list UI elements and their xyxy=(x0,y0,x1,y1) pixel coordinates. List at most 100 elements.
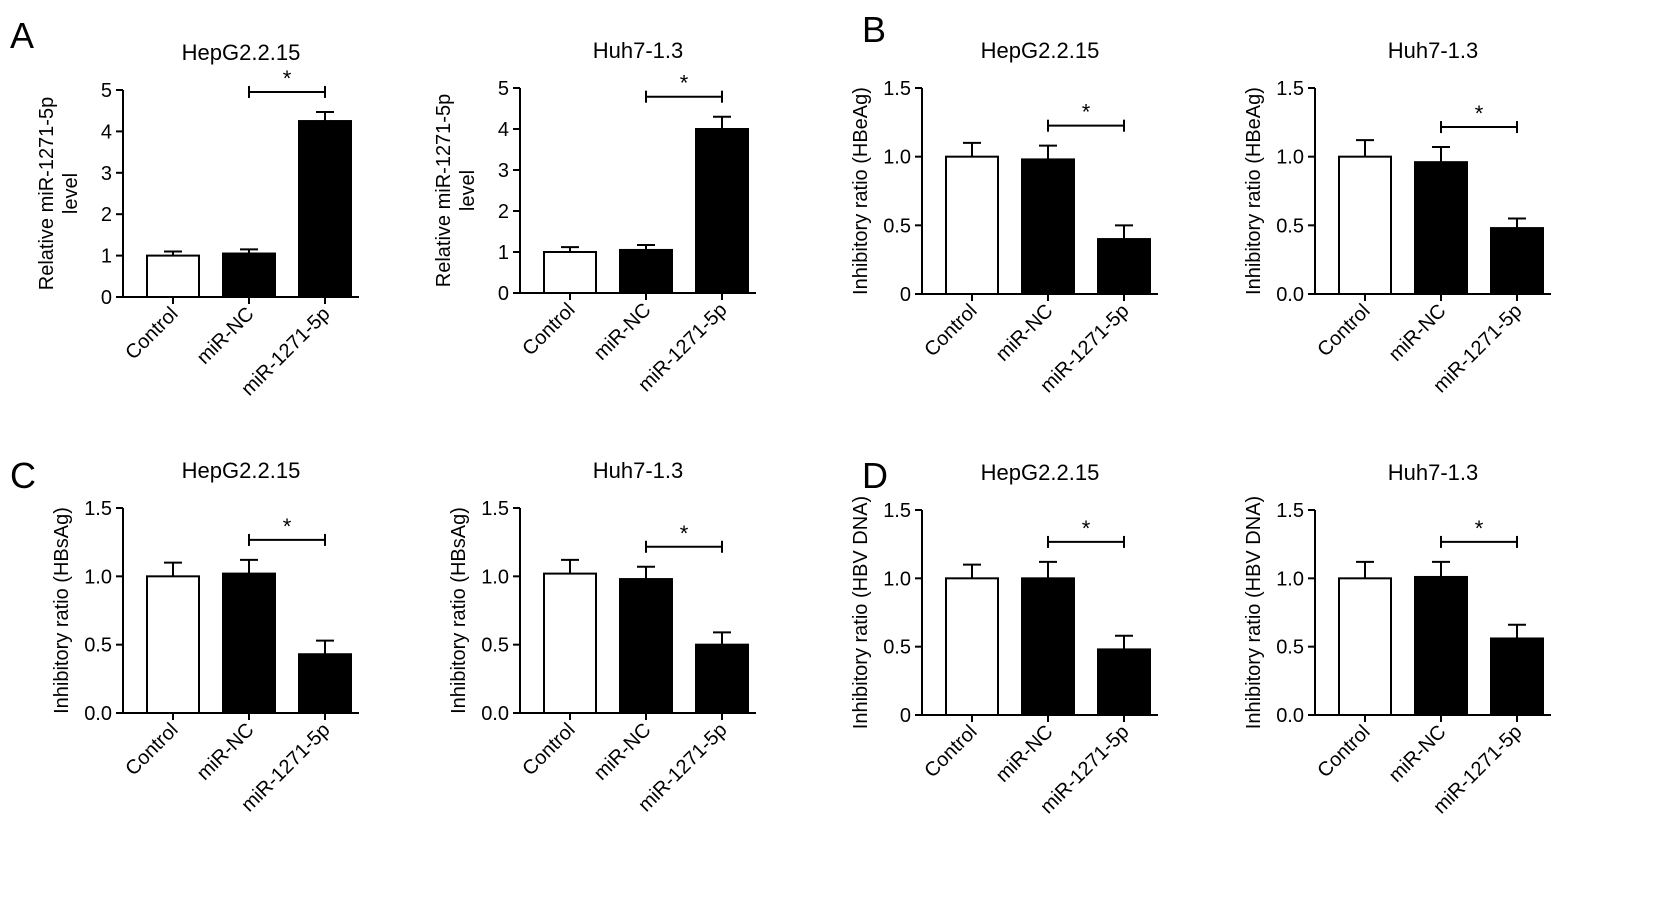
y-axis-label-line: Inhibitory ratio (HBV DNA) xyxy=(850,496,872,729)
bar-mir-nc xyxy=(1021,577,1075,716)
significance-star: * xyxy=(680,71,689,96)
chart-8: Huh7-1.3 0.0 0.5 1.0 1.5 Inhibitory ratio (HB… xyxy=(1243,460,1551,818)
bar-control xyxy=(146,575,200,714)
x-category-label: Control xyxy=(920,300,981,361)
y-tick-label: 1.0 xyxy=(883,147,911,169)
y-axis-label-line: Relative miR-1271-5p xyxy=(36,97,58,290)
chart-title: Huh7-1.3 xyxy=(593,458,684,483)
y-axis-label: Relative miR-1271-5p level xyxy=(433,94,479,287)
y-tick-label: 0 xyxy=(101,287,112,309)
chart-4: Huh7-1.3 0.0 0.5 1.0 1.5 Inhibitory ratio (HB… xyxy=(1243,38,1551,397)
bar-mir-nc xyxy=(1021,158,1075,295)
y-tick-label: 1.5 xyxy=(1276,78,1304,100)
y-axis-label-line: Relative miR-1271-5p xyxy=(433,94,455,287)
x-category-label: Control xyxy=(518,719,579,780)
bar-mir-1271-5p xyxy=(298,120,352,298)
y-tick-label: 0.0 xyxy=(84,703,112,725)
panel-letter-c: C xyxy=(10,455,36,496)
significance-star: * xyxy=(283,66,292,91)
bar-mir-nc xyxy=(1414,575,1468,717)
y-tick-label: 1.0 xyxy=(1276,147,1304,169)
significance-star: * xyxy=(1475,516,1484,541)
y-tick-label: 5 xyxy=(498,78,509,100)
y-tick-label: 5 xyxy=(101,80,112,102)
bar-control xyxy=(945,155,999,295)
bar-mir-1271-5p xyxy=(298,653,352,715)
bar-mir-nc xyxy=(222,572,276,714)
chart-1: HepG2.2.15 0 1 2 3 4 5 Relative miR-1271-5p leve… xyxy=(36,40,359,400)
y-tick-label: 0.0 xyxy=(1276,284,1304,306)
chart-title: HepG2.2.15 xyxy=(182,458,301,483)
y-tick-label: 0.5 xyxy=(481,635,509,657)
x-category-label: Control xyxy=(518,299,579,360)
bar-mir-nc xyxy=(619,248,673,294)
y-tick-label: 0.5 xyxy=(883,215,911,237)
bar-mir-nc xyxy=(619,578,673,714)
x-category-label: miR-NC xyxy=(1385,300,1451,366)
y-tick-label: 1 xyxy=(101,246,112,268)
bar-mir-1271-5p xyxy=(1097,648,1151,717)
y-tick-label: 1.0 xyxy=(1276,568,1304,590)
y-tick-label: 0.0 xyxy=(481,703,509,725)
y-tick-label: 1.0 xyxy=(883,568,911,590)
significance-star: * xyxy=(1082,100,1091,125)
significance-star: * xyxy=(1475,101,1484,126)
bar-control xyxy=(146,254,200,299)
x-category-label: miR-NC xyxy=(193,719,259,785)
y-tick-label: 2 xyxy=(498,201,509,223)
y-axis-label: Relative miR-1271-5p level xyxy=(36,97,82,290)
y-tick-label: 1.5 xyxy=(84,498,112,520)
y-tick-label: 4 xyxy=(498,119,509,141)
y-axis-label-line: level xyxy=(457,170,479,211)
significance-star: * xyxy=(1082,516,1091,541)
x-category-label: Control xyxy=(121,303,182,364)
y-axis-label: Inhibitory ratio (HBsAg) xyxy=(448,507,470,714)
chart-5: HepG2.2.15 0.0 0.5 1.0 1.5 Inhibitory ratio (… xyxy=(51,458,359,816)
y-tick-label: 1.0 xyxy=(481,566,509,588)
x-category-label: miR-NC xyxy=(590,299,656,365)
y-tick-label: 0 xyxy=(900,284,911,306)
chart-7: HepG2.2.15 0 0.5 1.0 1.5 Inhibitory ratio (HB… xyxy=(850,460,1158,818)
bar-control xyxy=(543,572,597,714)
y-axis-label-line: Inhibitory ratio (HBeAg) xyxy=(850,87,872,295)
y-tick-label: 1.0 xyxy=(84,566,112,588)
x-category-label: miR-NC xyxy=(193,303,259,369)
bar-control xyxy=(1338,155,1392,295)
y-tick-label: 1.5 xyxy=(481,498,509,520)
y-tick-label: 0.5 xyxy=(883,637,911,659)
panel-letter-a: A xyxy=(10,15,34,56)
bar-control xyxy=(1338,577,1392,716)
y-axis-label-line: Inhibitory ratio (HBeAg) xyxy=(1243,87,1265,295)
y-tick-label: 1.5 xyxy=(883,78,911,100)
y-axis-label: Inhibitory ratio (HBeAg) xyxy=(1243,87,1265,295)
x-category-label: Control xyxy=(121,719,182,780)
chart-6: Huh7-1.3 0.0 0.5 1.0 1.5 Inhibitory ratio (HB… xyxy=(448,458,756,816)
panel-letter-b: B xyxy=(862,9,886,50)
y-tick-label: 4 xyxy=(101,121,112,143)
y-axis-label-line: Inhibitory ratio (HBsAg) xyxy=(448,507,470,714)
y-tick-label: 1.5 xyxy=(883,500,911,522)
bar-control xyxy=(543,251,597,294)
bar-mir-nc xyxy=(1414,161,1468,295)
y-tick-label: 0.5 xyxy=(1276,215,1304,237)
significance-star: * xyxy=(283,514,292,539)
y-axis-label-line: level xyxy=(60,173,82,214)
y-tick-label: 3 xyxy=(101,163,112,185)
y-axis-label: Inhibitory ratio (HBV DNA) xyxy=(850,496,872,729)
chart-3: HepG2.2.15 0 0.5 1.0 1.5 Inhibitory ratio (HB… xyxy=(850,38,1158,397)
y-tick-label: 0.0 xyxy=(1276,705,1304,727)
y-tick-label: 3 xyxy=(498,160,509,182)
bar-mir-1271-5p xyxy=(695,128,749,294)
bar-mir-1271-5p xyxy=(1490,227,1544,295)
bar-mir-1271-5p xyxy=(1490,637,1544,717)
chart-title: Huh7-1.3 xyxy=(1388,460,1479,485)
y-tick-label: 0 xyxy=(900,705,911,727)
y-axis-label: Inhibitory ratio (HBsAg) xyxy=(51,507,73,714)
x-category-label: miR-NC xyxy=(1385,721,1451,787)
x-category-label: Control xyxy=(1313,721,1374,782)
x-category-label: miR-NC xyxy=(992,721,1058,787)
y-tick-label: 1.5 xyxy=(1276,500,1304,522)
x-category-label: Control xyxy=(1313,300,1374,361)
